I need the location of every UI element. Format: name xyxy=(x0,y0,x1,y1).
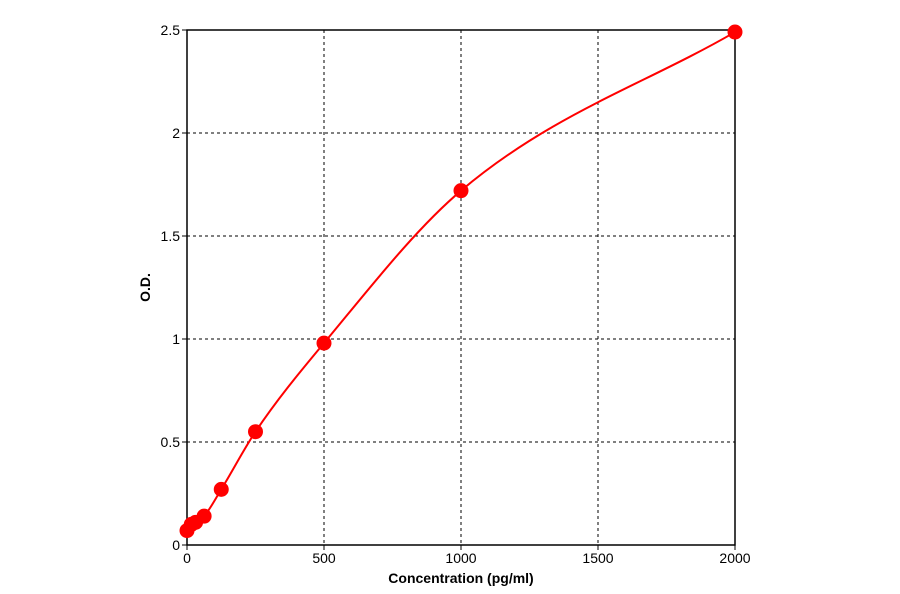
tick-labels: 0 500 1000 1500 2000 0 0.5 1 1.5 2 2.5 xyxy=(161,22,751,566)
data-point xyxy=(316,335,332,351)
y-tick-label: 0.5 xyxy=(161,434,181,450)
data-points xyxy=(179,24,743,539)
y-tick-label: 1 xyxy=(172,331,180,347)
axis-ticks xyxy=(182,29,736,550)
x-tick-label: 2000 xyxy=(719,550,750,566)
data-point xyxy=(727,24,743,40)
y-tick-label: 0 xyxy=(172,537,180,553)
data-point xyxy=(453,183,469,199)
y-axis-title: O.D. xyxy=(137,273,153,302)
x-tick-label: 1000 xyxy=(445,550,476,566)
plot-area-frame xyxy=(186,29,736,546)
grid-lines xyxy=(187,30,735,545)
y-tick-label: 1.5 xyxy=(161,228,181,244)
x-tick-label: 0 xyxy=(183,550,191,566)
x-axis-title: Concentration (pg/ml) xyxy=(388,570,533,586)
data-point xyxy=(213,481,229,497)
fit-curve-layer xyxy=(186,31,736,532)
x-tick-label: 500 xyxy=(312,550,336,566)
y-tick-label: 2 xyxy=(172,125,180,141)
y-tick-label: 2.5 xyxy=(161,22,181,38)
fit-curve xyxy=(186,31,736,532)
x-tick-label: 1500 xyxy=(582,550,613,566)
data-point xyxy=(196,508,212,524)
data-point xyxy=(248,424,263,440)
